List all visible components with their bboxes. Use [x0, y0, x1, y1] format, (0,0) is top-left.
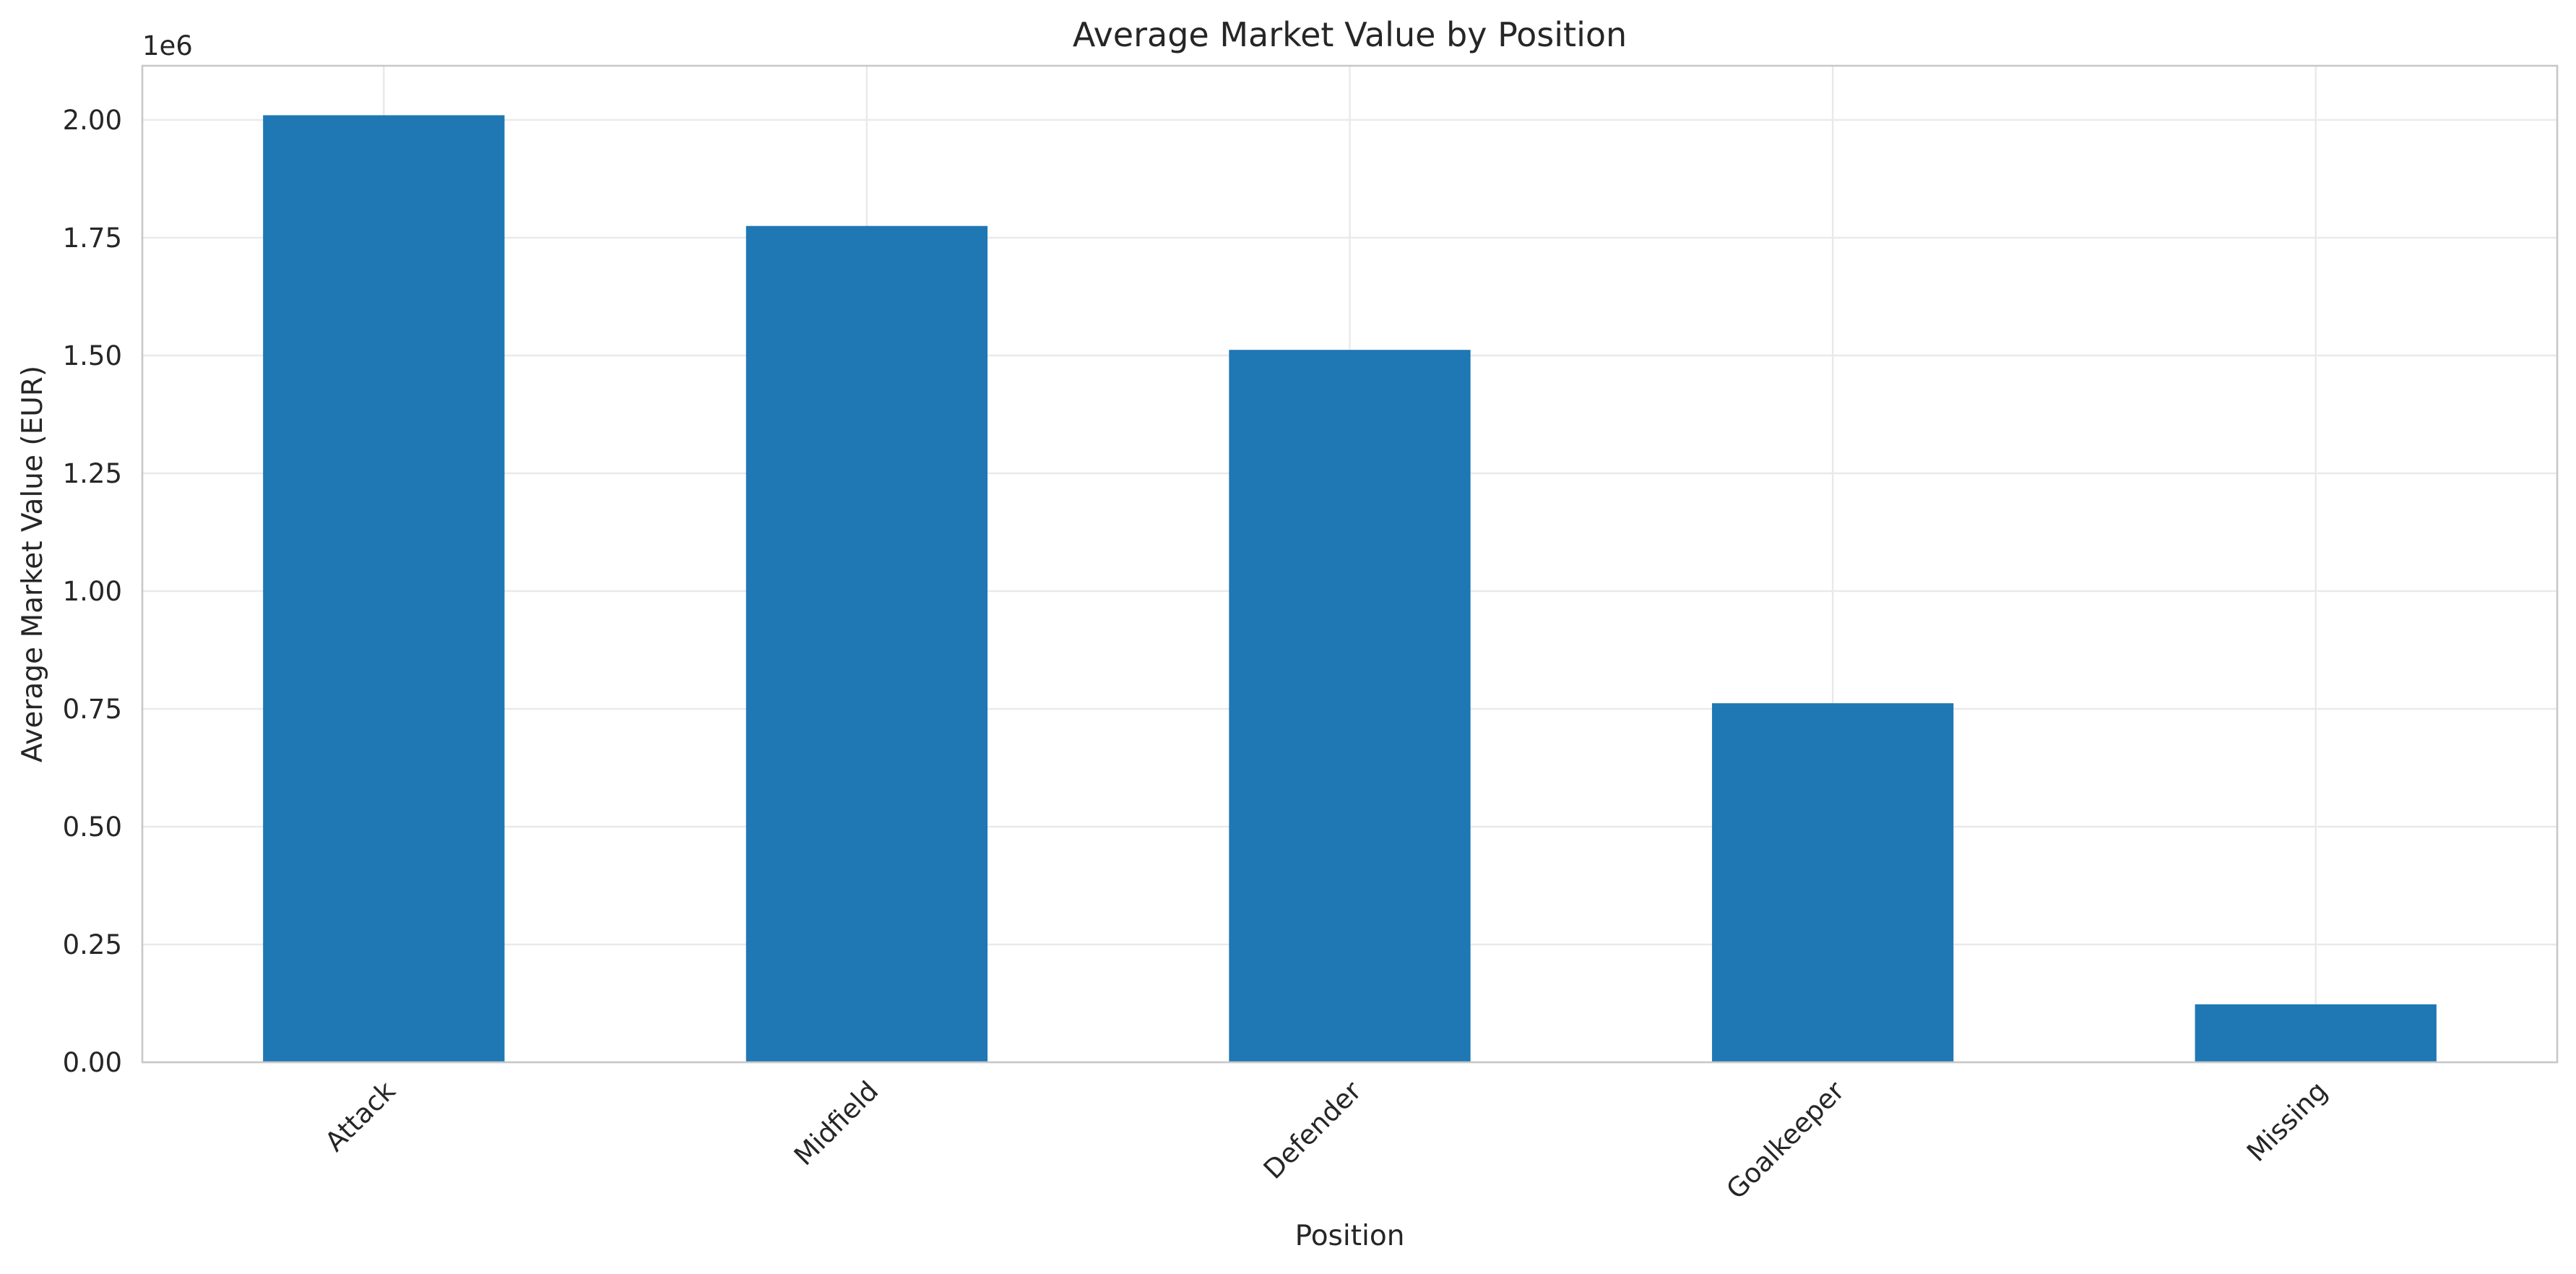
- y-axis-offset-label: 1e6: [142, 30, 193, 61]
- bars: [263, 115, 2437, 1063]
- x-axis-title: Position: [1295, 1220, 1405, 1252]
- y-tick-label: 0.00: [63, 1047, 122, 1078]
- bar-missing: [2195, 1004, 2437, 1062]
- y-tick-label: 1.50: [63, 340, 122, 371]
- y-tick-label: 0.50: [63, 812, 122, 843]
- y-tick-label: 1.25: [63, 458, 122, 489]
- y-tick-label: 1.75: [63, 223, 122, 254]
- chart-title: Average Market Value by Position: [1073, 15, 1627, 54]
- y-tick-label: 0.25: [63, 929, 122, 960]
- axes-frame: [141, 64, 2559, 1064]
- x-tick-label-attack: Attack: [319, 1075, 402, 1158]
- y-tick-label: 0.75: [63, 694, 122, 725]
- y-tick-label: 1.00: [63, 576, 122, 607]
- x-tick-label-midfield: Midfield: [788, 1075, 884, 1171]
- bar-goalkeeper: [1711, 703, 1954, 1062]
- bar-defender: [1229, 350, 1471, 1062]
- bar-midfield: [745, 225, 988, 1062]
- x-tick-label-missing: Missing: [2241, 1075, 2333, 1168]
- x-tick-label-goalkeeper: Goalkeeper: [1721, 1075, 1851, 1205]
- x-tick-label-defender: Defender: [1258, 1075, 1368, 1185]
- bar-attack: [263, 115, 505, 1063]
- y-tick-label: 2.00: [63, 105, 122, 136]
- y-axis-title: Average Market Value (EUR): [17, 366, 49, 762]
- x-tick-labels: Attack Midfield Defender Goalkeeper Missing: [319, 1075, 2333, 1205]
- y-tick-labels: 0.00 0.25 0.50 0.75 1.00 1.25 1.50 1.75 2.00: [63, 105, 122, 1078]
